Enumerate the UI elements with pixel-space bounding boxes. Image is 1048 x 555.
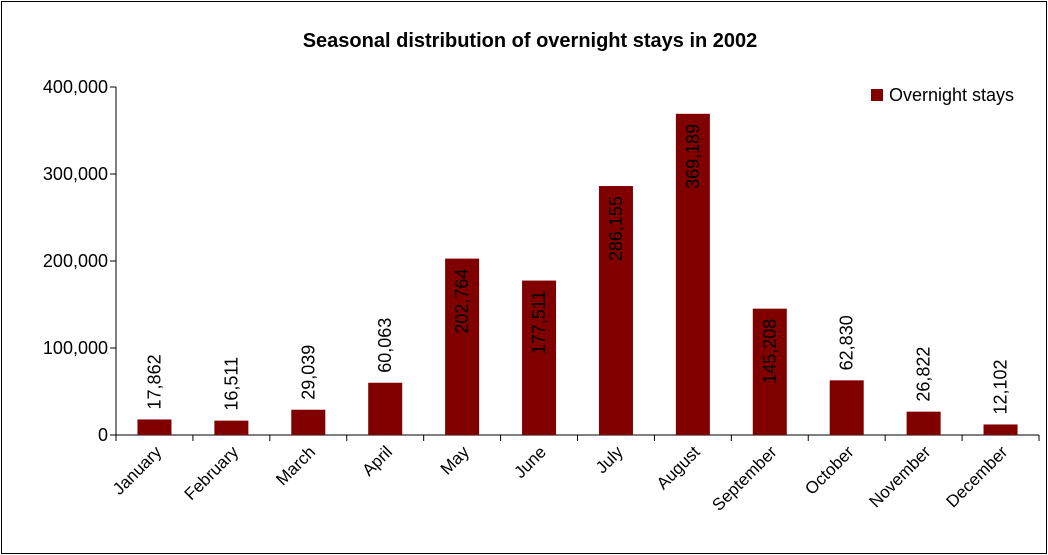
data-label: 60,063 <box>375 318 395 373</box>
bar <box>752 308 787 435</box>
bar <box>598 186 633 435</box>
bar <box>291 409 326 435</box>
data-label: 16,511 <box>221 357 241 411</box>
x-tick-label: November <box>866 442 935 511</box>
legend-swatch <box>871 89 883 101</box>
bar <box>445 258 480 435</box>
y-tick-label: 0 <box>98 425 108 445</box>
bars <box>137 113 1018 435</box>
x-tick-label: February <box>181 442 243 504</box>
data-label: 62,830 <box>837 315 857 370</box>
x-tick-label: May <box>437 442 473 478</box>
x-tick-label: March <box>272 442 319 489</box>
bar <box>906 411 941 435</box>
bar <box>214 420 249 435</box>
x-tick-label: September <box>708 442 780 514</box>
bar <box>137 419 172 435</box>
chart-title: Seasonal distribution of overnight stays… <box>303 30 758 52</box>
y-tick-label: 400,000 <box>43 77 108 97</box>
data-label: 202,764 <box>452 269 472 334</box>
x-tick-label: June <box>510 442 550 482</box>
bar <box>983 424 1018 435</box>
x-tick-label: July <box>592 442 627 477</box>
data-label: 29,039 <box>298 345 318 400</box>
data-label: 17,862 <box>144 354 164 409</box>
data-label: 145,208 <box>760 319 780 384</box>
axes <box>115 87 1039 436</box>
data-label: 369,189 <box>683 124 703 189</box>
y-tick-label: 100,000 <box>43 338 108 358</box>
data-label: 286,155 <box>606 196 626 261</box>
data-label: 177,511 <box>529 291 549 355</box>
bar <box>368 382 403 435</box>
x-tick-label: October <box>801 442 857 498</box>
x-tick-label: January <box>109 442 166 499</box>
legend-label: Overnight stays <box>889 85 1014 105</box>
y-tick-label: 300,000 <box>43 164 108 184</box>
data-labels: 17,862 16,511 29,039 60,063 202,764 177,511 28… <box>144 124 1010 415</box>
x-tick-label: August <box>653 442 704 493</box>
y-axis-ticks: 0 100,000 200,000 300,000 400,000 <box>43 77 116 445</box>
bar <box>829 380 864 435</box>
y-tick-label: 200,000 <box>43 251 108 271</box>
x-tick-label: December <box>942 442 1011 511</box>
x-axis-ticks: January February March April May June July Augu… <box>109 435 1040 515</box>
data-label: 12,102 <box>991 359 1011 414</box>
data-label: 26,822 <box>914 347 934 402</box>
x-tick-label: April <box>359 442 396 479</box>
legend: Overnight stays <box>871 85 1014 105</box>
bar <box>675 113 710 435</box>
bar <box>522 280 557 435</box>
